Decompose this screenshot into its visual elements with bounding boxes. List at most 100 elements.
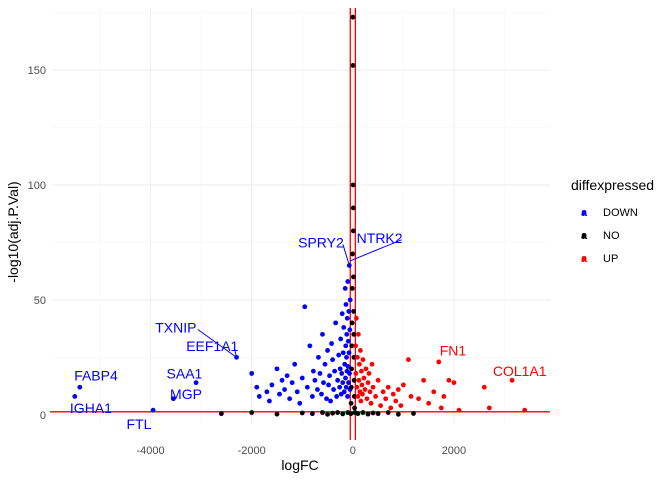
- point-no: [335, 410, 341, 415]
- point-down: [324, 396, 329, 402]
- point-down: [310, 368, 316, 374]
- point-up: [355, 331, 361, 337]
- point-up: [363, 366, 369, 372]
- gene-label: IGHA1: [70, 400, 112, 416]
- point-up: [456, 407, 462, 413]
- point-down: [267, 398, 272, 404]
- point-no: [350, 63, 356, 68]
- point-down: [347, 327, 353, 333]
- point-down: [312, 377, 318, 383]
- point-no: [340, 411, 346, 417]
- point-down: [299, 375, 305, 381]
- point-down: [340, 380, 346, 386]
- point-down: [346, 350, 352, 356]
- point-down: [343, 375, 348, 381]
- legend: diffexpressed aDOWNaNOaUP: [571, 177, 654, 265]
- point-down: [338, 336, 344, 342]
- gene-label: MGP: [170, 386, 202, 402]
- x-tick-label: 2000: [442, 445, 466, 457]
- x-axis-ticks: -4000 -2000 0 2000: [137, 445, 467, 457]
- point-up: [408, 394, 414, 399]
- point-down: [346, 308, 352, 314]
- point-down: [320, 331, 325, 337]
- point-down: [289, 380, 295, 386]
- point-up: [362, 387, 368, 392]
- legend-key-point: [581, 256, 587, 262]
- data-points: [72, 14, 528, 417]
- point-no: [370, 410, 376, 416]
- gene-label: COL1A1: [493, 363, 547, 379]
- point-up: [368, 400, 374, 406]
- point-up: [383, 396, 389, 402]
- point-up: [486, 405, 492, 411]
- gene-label: SPRY2: [298, 234, 344, 250]
- point-down: [333, 320, 339, 326]
- point-down: [345, 279, 351, 284]
- point-down: [307, 343, 313, 349]
- point-no: [349, 343, 355, 349]
- threshold-lines: [50, 8, 550, 440]
- legend-label: NO: [603, 230, 620, 242]
- gene-label: FABP4: [74, 368, 118, 384]
- point-up: [522, 407, 528, 413]
- point-no: [348, 411, 354, 417]
- point-down: [249, 371, 255, 376]
- point-up: [353, 315, 359, 321]
- point-up: [406, 357, 411, 363]
- point-up: [446, 377, 452, 383]
- point-down: [341, 389, 347, 395]
- point-up: [390, 391, 396, 397]
- point-no: [350, 205, 356, 211]
- point-down: [279, 377, 285, 383]
- point-down: [342, 285, 348, 291]
- point-down: [337, 366, 343, 372]
- point-down: [193, 380, 199, 386]
- point-no: [330, 410, 335, 416]
- point-up: [354, 384, 360, 390]
- point-down: [316, 354, 321, 360]
- point-down: [344, 331, 350, 337]
- point-no: [218, 411, 224, 417]
- point-up: [358, 398, 364, 404]
- point-down: [343, 302, 349, 307]
- point-no: [349, 285, 355, 291]
- point-down: [336, 352, 342, 358]
- point-no: [249, 410, 255, 415]
- point-down: [330, 357, 335, 363]
- y-axis-title: -log10(adj.P.Val): [5, 181, 21, 282]
- gene-label: SAA1: [167, 365, 203, 381]
- point-no: [351, 394, 357, 399]
- point-down: [337, 384, 343, 390]
- point-down: [334, 394, 340, 399]
- point-down: [331, 387, 337, 392]
- point-down: [344, 354, 349, 360]
- point-down: [292, 361, 298, 367]
- point-up: [398, 403, 404, 409]
- point-no: [325, 411, 330, 417]
- point-down: [274, 366, 280, 372]
- point-no: [350, 251, 355, 257]
- point-down: [297, 400, 303, 406]
- point-no: [352, 405, 357, 411]
- gene-label: FTL: [127, 416, 152, 432]
- point-down: [341, 325, 347, 330]
- x-tick-label: -4000: [137, 445, 165, 457]
- point-up: [395, 387, 401, 392]
- point-down: [329, 341, 334, 346]
- point-no: [360, 410, 366, 415]
- point-no: [349, 320, 355, 326]
- point-no: [351, 274, 356, 280]
- point-down: [170, 396, 176, 402]
- legend-label: UP: [603, 253, 618, 265]
- point-up: [358, 348, 363, 353]
- point-down: [327, 373, 332, 379]
- point-up: [378, 403, 384, 409]
- y-tick-label: 0: [40, 410, 46, 422]
- point-down: [77, 384, 83, 390]
- y-tick-label: 150: [28, 65, 46, 77]
- point-up: [360, 391, 365, 397]
- point-no: [375, 411, 381, 417]
- point-no: [348, 384, 354, 390]
- point-no: [274, 411, 280, 417]
